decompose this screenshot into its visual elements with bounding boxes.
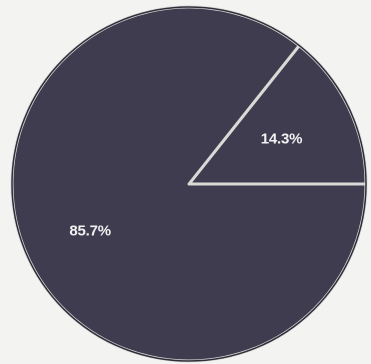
- pie-slice-label: 14.3%: [261, 130, 303, 147]
- pie-slices: [10, 5, 368, 363]
- pie-labels: 14.3% 85.7%: [69, 130, 302, 239]
- pie-outline: [11, 6, 367, 362]
- pie-slice-label: 85.7%: [69, 223, 111, 240]
